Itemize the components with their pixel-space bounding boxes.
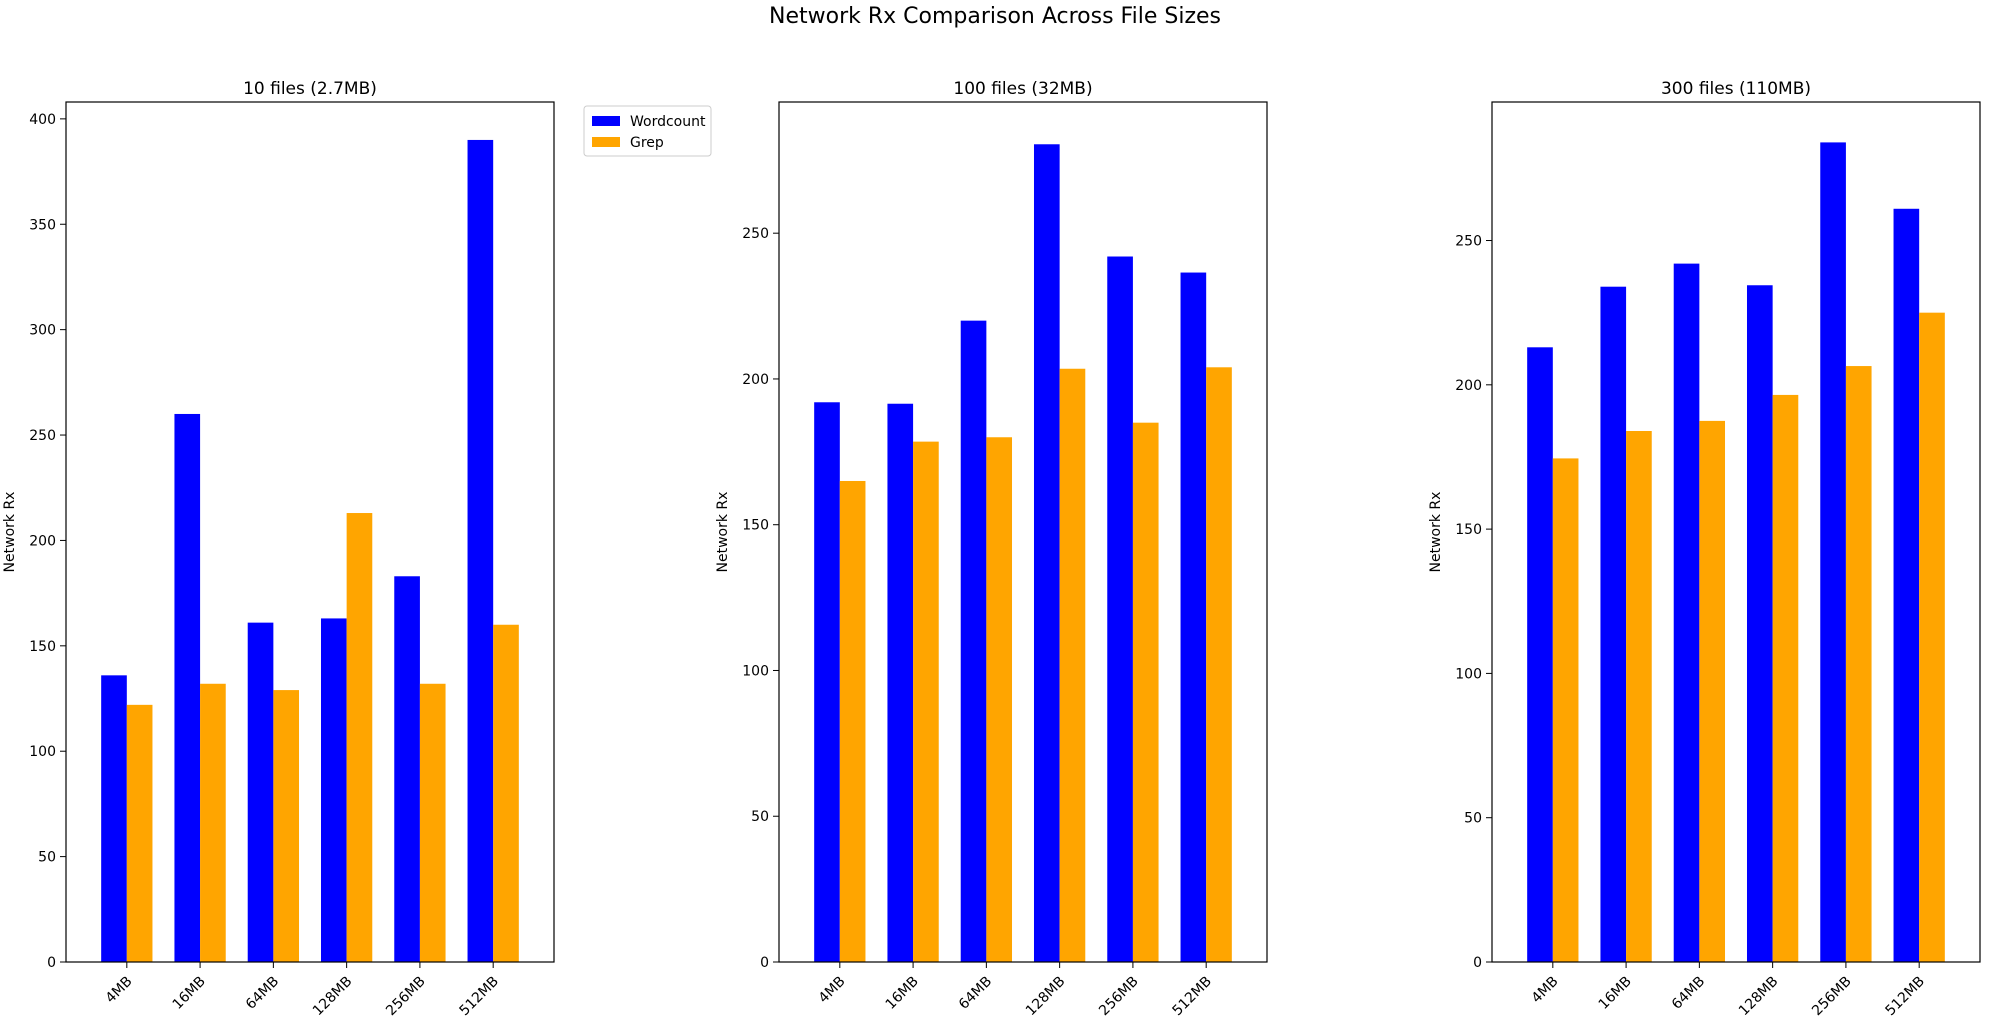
y-tick-label: 200 — [1455, 378, 1482, 394]
legend-label-grep: Grep — [630, 135, 664, 151]
y-tick-label: 100 — [1455, 666, 1482, 682]
x-tick-label: 512MB — [1882, 974, 1928, 1020]
x-tick-label: 16MB — [170, 974, 209, 1013]
x-tick-label: 4MB — [1529, 974, 1562, 1007]
bar-wordcount-64mb — [960, 320, 987, 963]
x-tick-label: 256MB — [383, 974, 429, 1020]
y-tick-label: 250 — [1455, 234, 1482, 250]
y-tick-label: 50 — [751, 809, 769, 825]
y-tick-label: 100 — [29, 744, 56, 760]
bar-wordcount-16mb — [1600, 286, 1627, 962]
x-tick-label: 64MB — [956, 974, 995, 1013]
figure-title: Network Rx Comparison Across File Sizes — [769, 4, 1221, 29]
y-tick-label: 400 — [29, 112, 56, 128]
y-axis-label: Network Rx — [1428, 492, 1444, 573]
bar-grep-16mb — [1626, 430, 1652, 962]
y-tick-label: 50 — [38, 850, 56, 866]
y-tick-label: 100 — [742, 663, 769, 679]
bar-wordcount-16mb — [174, 413, 201, 962]
bar-wordcount-64mb — [1673, 263, 1700, 963]
legend-swatch-wordcount — [592, 116, 620, 126]
axes-frame — [778, 101, 1268, 963]
x-tick-label: 16MB — [883, 974, 922, 1013]
x-tick-label: 64MB — [1669, 974, 1708, 1013]
x-tick-label: 256MB — [1809, 974, 1855, 1020]
y-tick-label: 0 — [1473, 955, 1482, 971]
bar-grep-256mb — [419, 683, 446, 962]
bar-wordcount-256mb — [1107, 256, 1133, 962]
bar-wordcount-512mb — [467, 139, 494, 963]
y-tick-label: 0 — [47, 955, 56, 971]
y-tick-label: 300 — [29, 323, 56, 339]
legend-swatch-grep — [592, 137, 620, 147]
bar-grep-256mb — [1132, 422, 1159, 962]
x-tick-label: 512MB — [1169, 974, 1215, 1020]
bar-grep-128mb — [1059, 368, 1086, 963]
bar-grep-4mb — [126, 704, 153, 962]
bar-wordcount-512mb — [1180, 272, 1207, 962]
panel-title: 10 files (2.7MB) — [243, 79, 377, 99]
bar-grep-128mb — [1772, 394, 1799, 963]
y-tick-label: 0 — [760, 955, 769, 971]
legend-label-wordcount: Wordcount — [630, 114, 706, 130]
bar-wordcount-512mb — [1893, 208, 1920, 963]
y-tick-label: 200 — [742, 372, 769, 388]
bar-wordcount-4mb — [101, 675, 127, 962]
bar-wordcount-256mb — [1820, 142, 1846, 962]
x-tick-label: 16MB — [1596, 974, 1635, 1013]
x-tick-label: 128MB — [1736, 974, 1782, 1020]
y-tick-label: 250 — [29, 428, 56, 444]
x-tick-label: 64MB — [243, 974, 282, 1013]
y-tick-label: 150 — [742, 518, 769, 534]
bar-grep-512mb — [1206, 367, 1232, 962]
bar-wordcount-4mb — [1527, 347, 1553, 962]
bar-wordcount-128mb — [1033, 144, 1060, 962]
panel-title: 300 files (110MB) — [1661, 79, 1811, 99]
bar-wordcount-256mb — [394, 576, 420, 962]
bar-grep-16mb — [913, 441, 939, 963]
bar-wordcount-64mb — [247, 622, 274, 962]
x-tick-label: 128MB — [310, 974, 356, 1020]
x-tick-label: 512MB — [456, 974, 502, 1020]
bar-grep-64mb — [1699, 420, 1726, 963]
bar-wordcount-128mb — [320, 618, 347, 962]
y-tick-label: 350 — [29, 217, 56, 233]
bar-wordcount-16mb — [887, 403, 914, 962]
bar-grep-512mb — [1919, 312, 1945, 962]
y-tick-label: 200 — [29, 533, 56, 549]
bar-wordcount-4mb — [814, 402, 840, 962]
axes-frame — [65, 101, 555, 963]
bar-wordcount-128mb — [1746, 285, 1773, 963]
bar-grep-64mb — [986, 437, 1013, 962]
bar-grep-4mb — [839, 480, 866, 962]
bar-grep-16mb — [200, 683, 226, 962]
bar-grep-512mb — [493, 624, 519, 962]
x-tick-label: 4MB — [816, 974, 849, 1007]
y-tick-label: 150 — [1455, 522, 1482, 538]
y-tick-label: 150 — [29, 639, 56, 655]
panel-title: 100 files (32MB) — [953, 79, 1092, 99]
y-tick-label: 50 — [1464, 811, 1482, 827]
x-tick-label: 256MB — [1096, 974, 1142, 1020]
x-tick-label: 4MB — [103, 974, 136, 1007]
bar-grep-128mb — [346, 513, 373, 962]
bar-grep-4mb — [1552, 458, 1579, 962]
bar-grep-64mb — [273, 690, 300, 962]
y-axis-label: Network Rx — [715, 492, 731, 573]
x-tick-label: 128MB — [1023, 974, 1069, 1020]
axes-frame — [1491, 101, 1981, 963]
y-axis-label: Network Rx — [2, 492, 18, 573]
y-tick-label: 250 — [742, 226, 769, 242]
bar-grep-256mb — [1845, 366, 1872, 962]
